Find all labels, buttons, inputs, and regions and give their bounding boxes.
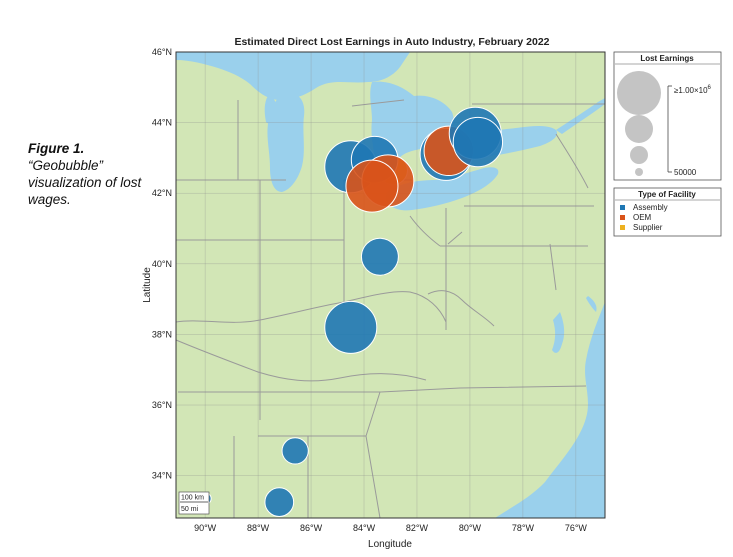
scalebar: 100 km 50 mi bbox=[178, 491, 210, 515]
bubble-assembly-11[interactable] bbox=[281, 437, 309, 465]
size-legend-large-bubble bbox=[617, 71, 661, 115]
x-tick-label: 82°W bbox=[406, 523, 429, 533]
atlantic-ocean bbox=[495, 302, 605, 518]
x-tick-label: 80°W bbox=[459, 523, 482, 533]
bubble-assembly-8[interactable] bbox=[452, 116, 504, 168]
y-tick-label: 34°N bbox=[152, 471, 172, 481]
legend-label-supplier: Supplier bbox=[633, 223, 663, 232]
st-lawrence bbox=[556, 98, 605, 134]
y-tick-label: 44°N bbox=[152, 118, 172, 128]
size-legend-min-label: 50000 bbox=[674, 168, 697, 177]
size-legend-min-bubble bbox=[635, 168, 643, 176]
axis-ticks: 90°W 88°W 86°W 84°W 82°W 80°W 78°W 76°W 34°N 36°N… bbox=[152, 47, 588, 533]
lake-erie bbox=[386, 167, 499, 211]
map-area[interactable]: 100 km 50 mi bbox=[175, 51, 606, 519]
y-tick-label: 38°N bbox=[152, 329, 172, 339]
legend-swatch-assembly bbox=[620, 205, 625, 210]
x-tick-label: 78°W bbox=[512, 523, 535, 533]
size-legend-max-label: ≥1.00×106 bbox=[674, 85, 712, 95]
chesapeake-bay bbox=[552, 312, 565, 353]
chart-title: Estimated Direct Lost Earnings in Auto I… bbox=[234, 36, 549, 48]
bubble-assembly-9[interactable] bbox=[360, 237, 399, 276]
y-axis-label: Latitude bbox=[142, 267, 153, 303]
x-tick-label: 76°W bbox=[565, 523, 588, 533]
scalebar-mi: 50 mi bbox=[181, 506, 199, 513]
color-legend-title: Type of Facility bbox=[638, 190, 696, 199]
figure-caption: Figure 1. “Geobubble” visualization of l… bbox=[28, 140, 158, 208]
x-axis-label: Longitude bbox=[368, 539, 412, 550]
y-tick-label: 46°N bbox=[152, 47, 172, 57]
color-legend: Type of Facility Assembly OEM Supplier bbox=[613, 187, 722, 237]
legend-label-oem: OEM bbox=[633, 213, 652, 222]
y-tick-label: 36°N bbox=[152, 400, 172, 410]
legend-swatch-oem bbox=[620, 215, 625, 220]
x-tick-label: 88°W bbox=[247, 523, 270, 533]
size-legend: Lost Earnings ≥1.00×106 50000 bbox=[613, 51, 722, 181]
figure-description: “Geobubble” visualization of lost wages. bbox=[28, 158, 142, 207]
size-legend-small-bubble bbox=[630, 146, 648, 164]
bubble-oem-4[interactable] bbox=[345, 159, 399, 213]
lake-superior bbox=[176, 52, 410, 100]
delaware-bay bbox=[586, 296, 597, 312]
lake-michigan bbox=[267, 92, 305, 192]
legend-swatch-supplier bbox=[620, 225, 625, 230]
size-legend-title: Lost Earnings bbox=[640, 54, 694, 63]
x-tick-label: 90°W bbox=[194, 523, 217, 533]
figure-label: Figure 1. bbox=[28, 141, 85, 156]
y-tick-label: 40°N bbox=[152, 259, 172, 269]
map-frame bbox=[175, 51, 606, 519]
green-bay bbox=[264, 96, 277, 124]
x-tick-label: 84°W bbox=[353, 523, 376, 533]
y-tick-label: 42°N bbox=[152, 188, 172, 198]
scalebar-km: 100 km bbox=[181, 495, 204, 502]
x-tick-label: 86°W bbox=[300, 523, 323, 533]
bubble-assembly-10[interactable] bbox=[324, 300, 378, 354]
georgian-bay bbox=[414, 95, 454, 130]
size-legend-medium-bubble bbox=[625, 115, 653, 143]
bubble-assembly-12[interactable] bbox=[264, 487, 295, 517]
legend-label-assembly: Assembly bbox=[633, 203, 668, 212]
